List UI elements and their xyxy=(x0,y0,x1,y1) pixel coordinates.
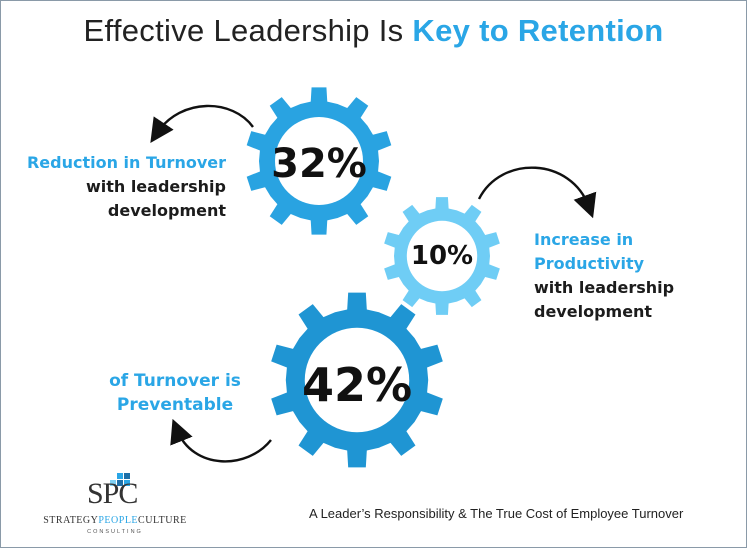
stat-label-preventable: of Turnover is Preventable xyxy=(105,369,245,417)
footer-caption: A Leader’s Responsibility & The True Cos… xyxy=(309,506,684,521)
logo-letters: SPC xyxy=(87,477,138,510)
stat-value-productivity: 10% xyxy=(410,241,474,271)
arrow-icon-top-right xyxy=(477,166,597,219)
label-line: Reduction in Turnover xyxy=(26,153,226,172)
label-line: development xyxy=(107,201,226,220)
title-emphasis: Key to Retention xyxy=(412,13,664,48)
gear-hole xyxy=(304,327,410,433)
label-line: Preventable xyxy=(116,395,234,415)
logo-name-mid: PEOPLE xyxy=(98,515,139,526)
company-logo: SPC STRATEGYPEOPLECULTURE CONSULTING xyxy=(35,469,195,541)
gear-icon-large-top xyxy=(244,86,394,236)
stat-label-turnover-reduction: Reduction in Turnover with leadership de… xyxy=(21,151,226,223)
title-prefix: Effective Leadership Is xyxy=(83,13,413,48)
gear-icon-small xyxy=(382,196,502,316)
label-line: with leadership xyxy=(534,278,675,297)
stat-label-productivity: Increase in Productivity with leadership… xyxy=(534,228,744,324)
label-line: Increase in Productivity xyxy=(534,230,645,273)
logo-name-left: STRATEGY xyxy=(43,515,99,526)
arrow-icon-bottom-left xyxy=(170,418,272,463)
label-line: with leadership xyxy=(85,177,226,196)
logo-name-right: CULTURE xyxy=(138,515,187,526)
stat-value-turnover-reduction: 32% xyxy=(271,141,367,187)
logo-subtitle: CONSULTING xyxy=(87,529,143,535)
logo-name: STRATEGYPEOPLECULTURE xyxy=(35,515,195,526)
stat-value-preventable: 42% xyxy=(301,358,413,412)
gear-hole xyxy=(275,117,363,205)
label-line: development xyxy=(534,302,653,321)
gear-hole xyxy=(406,220,478,292)
page-title: Effective Leadership Is Key to Retention xyxy=(1,13,746,49)
logo-squares-icon xyxy=(110,473,130,486)
arrow-icon-top-left xyxy=(150,104,254,143)
label-line: of Turnover is xyxy=(109,371,241,391)
gear-icon-large-bottom xyxy=(268,291,446,469)
